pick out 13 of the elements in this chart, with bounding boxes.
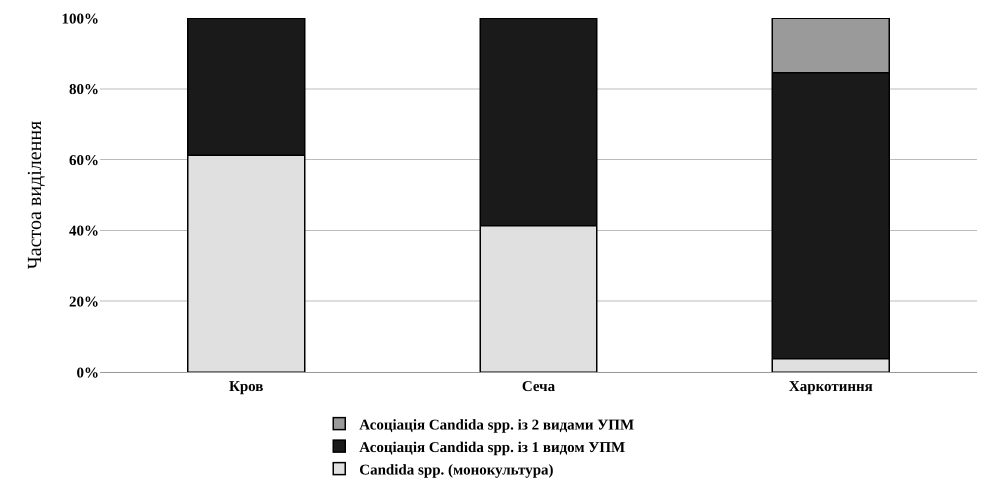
- x-tick-label: Харкотиння: [788, 379, 873, 395]
- x-tick-label: Сеча: [522, 379, 556, 395]
- legend-label: Candida spp. (монокультура): [359, 462, 554, 478]
- y-axis-title: Частоа виділення: [24, 120, 46, 270]
- y-tick-label: 0%: [76, 365, 99, 382]
- y-tick-label: 20%: [69, 294, 99, 310]
- x-tick-label: Кров: [228, 379, 264, 395]
- y-tick-label: 80%: [69, 82, 99, 98]
- y-tick-label: 60%: [69, 152, 99, 169]
- y-tick-label: 100%: [62, 11, 99, 28]
- y-tick-label: 40%: [69, 224, 99, 240]
- legend-label: Асоціація Candida spp. із 1 видом УПМ: [359, 440, 626, 456]
- legend-label: Асоціація Candida spp. із 2 видами УПМ: [359, 418, 634, 434]
